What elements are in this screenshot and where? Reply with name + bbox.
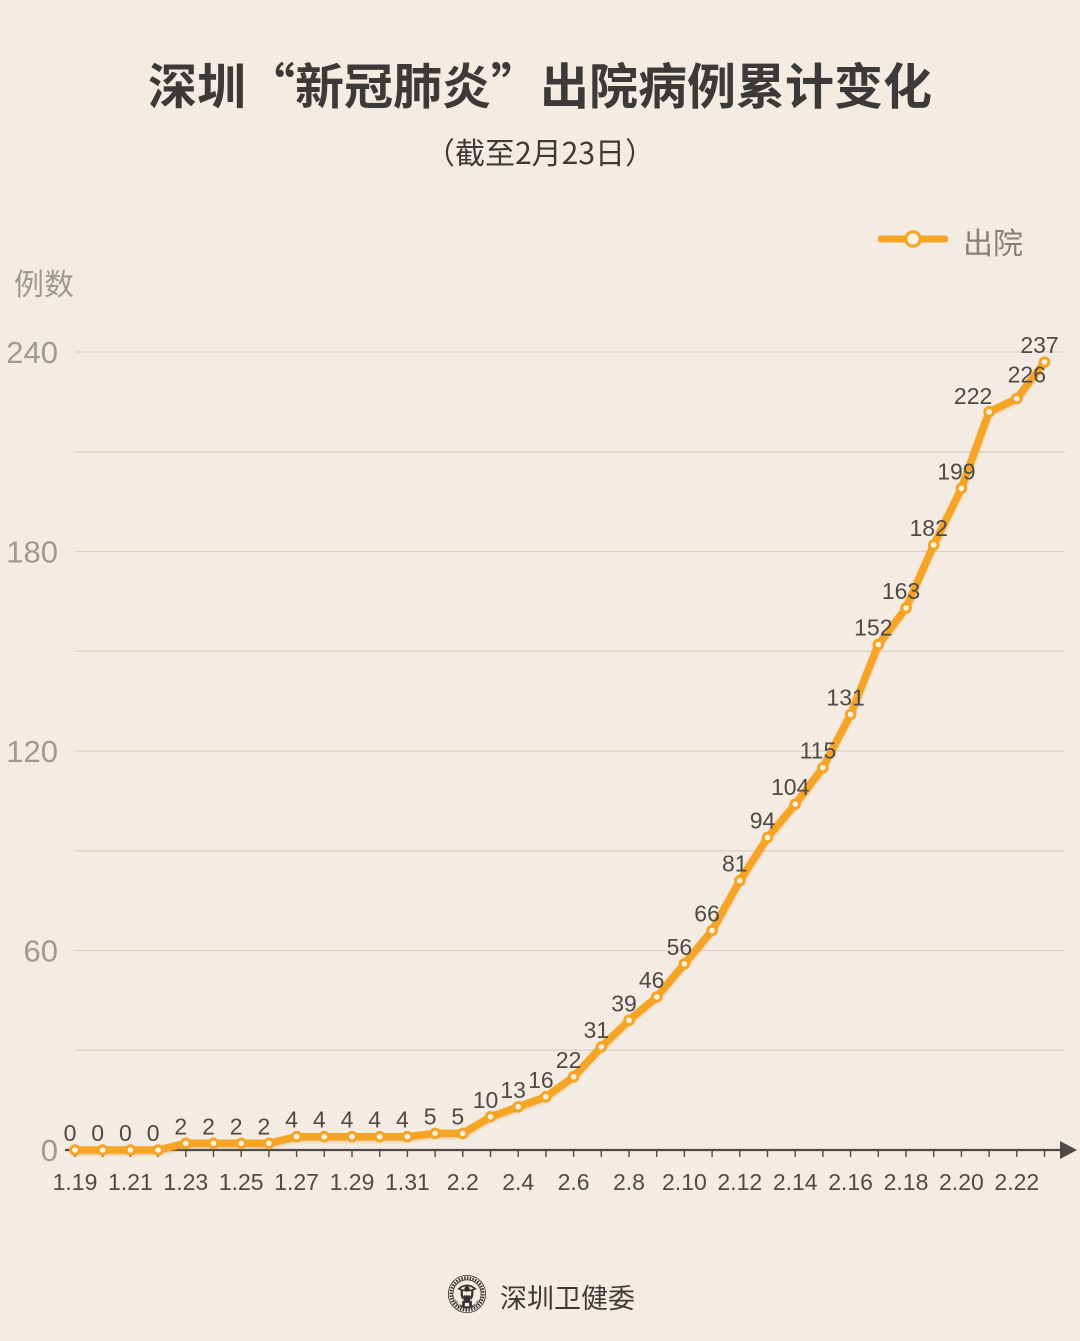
svg-text:1.21: 1.21 [108, 1169, 153, 1195]
svg-text:237: 237 [1020, 332, 1058, 358]
svg-text:2.20: 2.20 [939, 1169, 984, 1195]
svg-text:16: 16 [528, 1067, 554, 1093]
svg-text:31: 31 [584, 1017, 610, 1043]
svg-text:131: 131 [826, 684, 864, 710]
svg-text:1.27: 1.27 [274, 1169, 319, 1195]
svg-text:0: 0 [147, 1120, 160, 1146]
svg-text:4: 4 [313, 1107, 326, 1133]
svg-text:81: 81 [722, 851, 748, 877]
svg-text:2: 2 [230, 1113, 243, 1139]
svg-text:2.10: 2.10 [662, 1169, 707, 1195]
svg-text:0: 0 [41, 1133, 58, 1168]
svg-text:94: 94 [750, 808, 776, 834]
svg-text:39: 39 [611, 990, 637, 1016]
svg-text:60: 60 [24, 934, 58, 969]
svg-text:104: 104 [771, 774, 810, 800]
svg-text:5: 5 [424, 1103, 437, 1129]
svg-text:5: 5 [451, 1103, 464, 1129]
svg-text:13: 13 [500, 1077, 526, 1103]
svg-text:10: 10 [473, 1087, 499, 1113]
svg-text:180: 180 [6, 535, 58, 570]
svg-text:4: 4 [396, 1107, 409, 1133]
svg-text:2.12: 2.12 [717, 1169, 762, 1195]
svg-text:120: 120 [6, 734, 58, 769]
svg-text:4: 4 [368, 1107, 381, 1133]
svg-text:2: 2 [174, 1113, 187, 1139]
svg-text:2.2: 2.2 [447, 1169, 479, 1195]
svg-text:1.19: 1.19 [53, 1169, 98, 1195]
svg-text:2.6: 2.6 [558, 1169, 590, 1195]
svg-text:2.22: 2.22 [994, 1169, 1039, 1195]
svg-text:2: 2 [202, 1113, 215, 1139]
svg-text:2.14: 2.14 [773, 1169, 818, 1195]
svg-text:22: 22 [556, 1047, 582, 1073]
svg-text:2: 2 [258, 1113, 271, 1139]
svg-text:2.16: 2.16 [828, 1169, 873, 1195]
svg-text:2.8: 2.8 [613, 1169, 645, 1195]
svg-text:0: 0 [64, 1120, 77, 1146]
svg-text:199: 199 [937, 458, 975, 484]
svg-text:115: 115 [800, 738, 837, 764]
svg-text:66: 66 [694, 901, 720, 927]
svg-text:1.25: 1.25 [219, 1169, 264, 1195]
svg-text:1.23: 1.23 [163, 1169, 208, 1195]
svg-text:2.4: 2.4 [502, 1169, 534, 1195]
svg-text:4: 4 [341, 1107, 354, 1133]
svg-text:0: 0 [91, 1120, 104, 1146]
svg-text:240: 240 [6, 335, 58, 370]
svg-text:182: 182 [910, 515, 948, 541]
svg-text:46: 46 [639, 967, 665, 993]
svg-text:1.29: 1.29 [330, 1169, 375, 1195]
svg-text:1.31: 1.31 [385, 1169, 430, 1195]
svg-text:152: 152 [854, 615, 892, 641]
svg-text:4: 4 [285, 1107, 298, 1133]
svg-text:0: 0 [119, 1120, 132, 1146]
svg-text:2.18: 2.18 [884, 1169, 929, 1195]
svg-text:163: 163 [882, 578, 920, 604]
svg-text:56: 56 [667, 934, 693, 960]
svg-text:222: 222 [954, 383, 992, 409]
